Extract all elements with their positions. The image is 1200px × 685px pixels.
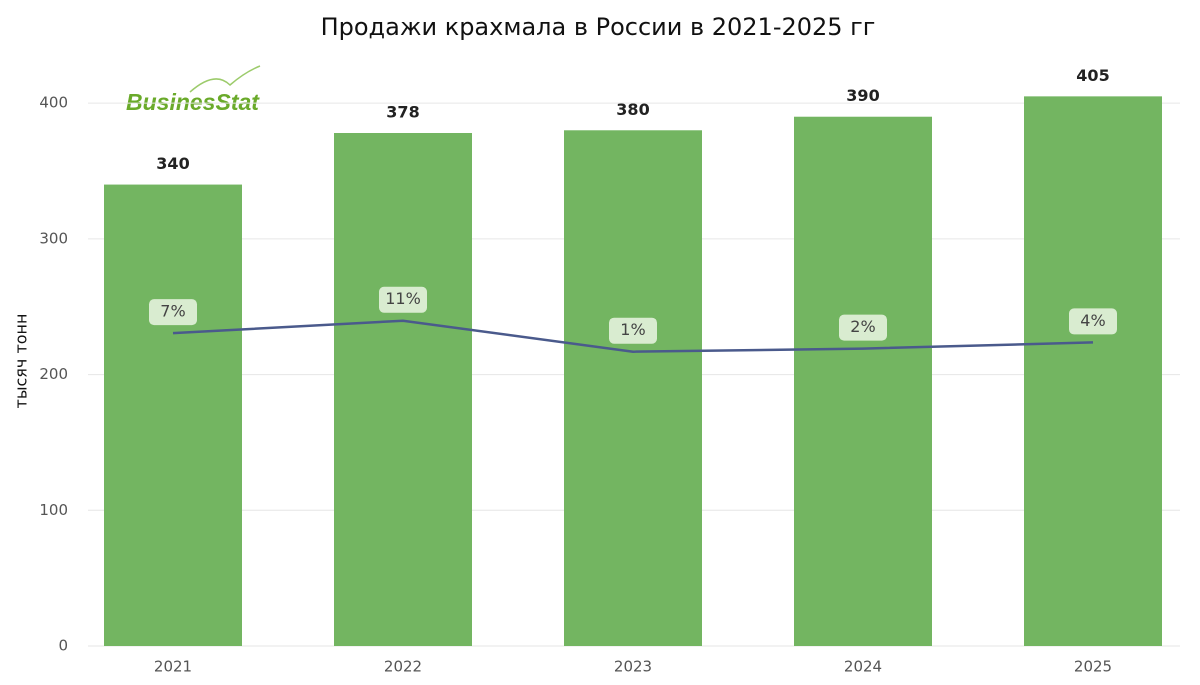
bar-value-label: 380: [616, 100, 649, 119]
bar-value-label: 405: [1076, 66, 1109, 85]
bar: [1024, 96, 1162, 647]
y-tick-label: 0: [58, 637, 68, 655]
y-tick-label: 400: [39, 94, 68, 112]
growth-label: 7%: [149, 299, 197, 326]
y-tick-label: 100: [39, 501, 68, 519]
bar: [794, 116, 932, 646]
logo: BusinesStat: [126, 65, 261, 115]
growth-label-text: 4%: [1080, 311, 1105, 330]
y-tick-label: 300: [39, 229, 68, 247]
growth-label-text: 11%: [385, 289, 421, 308]
chart-title: Продажи крахмала в России в 2021-2025 гг: [321, 13, 876, 41]
growth-label-bg: [1069, 308, 1117, 335]
bar-value-label: 390: [846, 86, 879, 105]
y-tick-label: 200: [39, 365, 68, 383]
logo-text: BusinesStat: [126, 89, 260, 115]
growth-label-text: 2%: [850, 317, 875, 336]
x-tick-label: 2022: [384, 658, 422, 676]
growth-label-bg: [839, 314, 887, 341]
y-axis-label: тысяч тонн: [12, 314, 31, 409]
bar-value-label: 378: [386, 103, 419, 122]
x-tick-label: 2021: [154, 658, 192, 676]
growth-label-text: 7%: [160, 302, 185, 321]
logo-swoosh: [189, 65, 261, 93]
growth-label: 11%: [379, 286, 427, 313]
x-tick-label: 2023: [614, 658, 652, 676]
growth-line: [172, 319, 1094, 353]
growth-label-bg: [609, 317, 657, 344]
growth-label: 4%: [1069, 308, 1117, 335]
growth-label-bg: [379, 286, 427, 313]
bar-value-label: 340: [156, 154, 189, 173]
growth-label-bg: [149, 299, 197, 326]
growth-label: 2%: [839, 314, 887, 341]
growth-label: 1%: [609, 317, 657, 344]
x-tick-label: 2024: [844, 658, 882, 676]
bar: [104, 184, 242, 647]
bar: [564, 130, 702, 647]
bar: [334, 133, 472, 646]
growth-label-text: 1%: [620, 320, 645, 339]
x-tick-label: 2025: [1074, 658, 1112, 676]
